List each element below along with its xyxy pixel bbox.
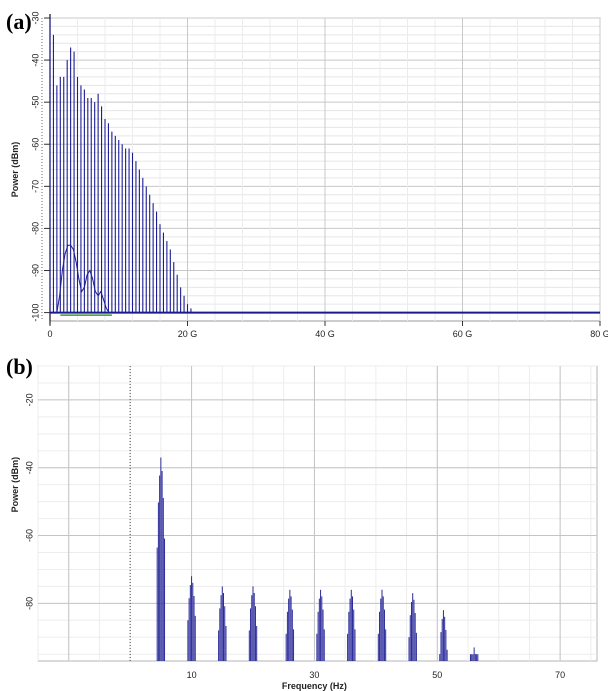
y-tick-label-a: -70 [30,180,40,193]
x-tick-label-b: 50 [432,670,442,680]
y-tick-label-b: -40 [24,461,34,474]
x-tick-label-b: 30 [309,670,319,680]
x-tick-label-a: 0 [47,329,52,339]
y-tick-label-a: -50 [30,96,40,109]
y-tick-label-a: -90 [30,264,40,277]
x-axis-label-b: Frequency (Hz) [282,681,347,691]
y-tick-label-a: -60 [30,138,40,151]
y-tick-label-b: -80 [24,597,34,610]
y-tick-label-a: -30 [30,11,40,24]
x-tick-label-a: 60 G [453,329,473,339]
y-tick-label-a: -80 [30,222,40,235]
inner-trace-a [56,244,112,314]
y-tick-label-a: -100 [30,304,40,322]
y-tick-label-a: -40 [30,54,40,67]
x-tick-label-a: 40 G [315,329,335,339]
x-tick-label-a: 20 G [178,329,198,339]
chart-a: -30 -40 -50 -60 -70 -80 -90 -100 Power (dBm) 0 20 … [10,11,608,339]
y-axis-label-a: Power (dBm) [10,142,20,198]
plot-area-b [37,365,598,662]
x-tick-label-b: 70 [555,670,565,680]
y-axis-label-b: Power (dBm) [10,457,20,513]
x-tick-label-a: 80 G [590,329,608,339]
panel-b-label: (b) [6,354,33,379]
panel-a-label: (a) [6,9,32,34]
y-tick-label-b: -20 [24,393,34,406]
y-tick-label-b: -60 [24,529,34,542]
x-tick-label-b: 10 [187,670,197,680]
